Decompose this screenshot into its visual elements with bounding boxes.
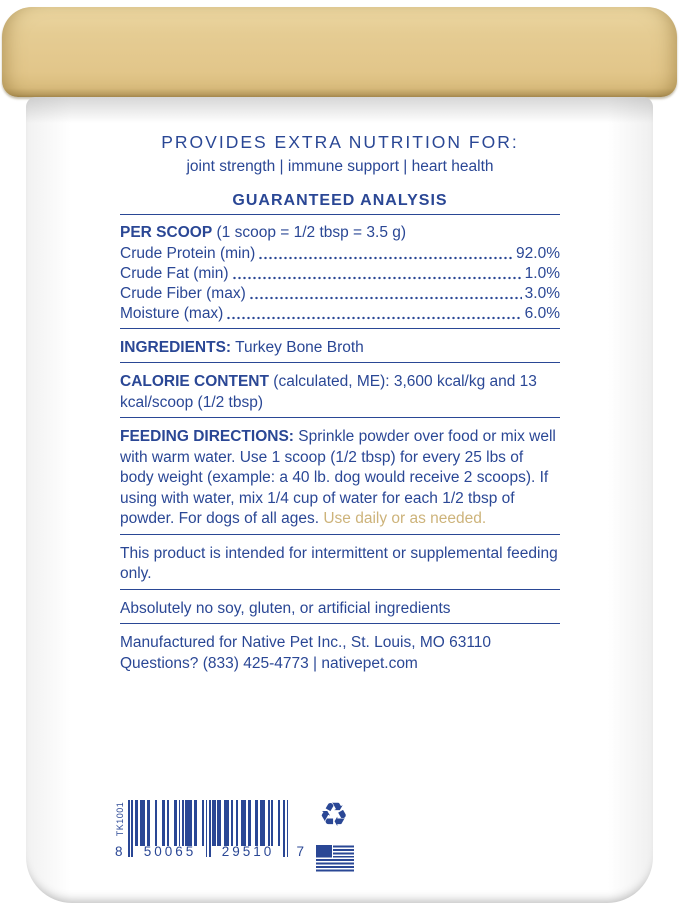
analysis-value: 92.0% — [516, 244, 560, 262]
canister-body: PROVIDES EXTRA NUTRITION FOR: joint stre… — [26, 97, 653, 903]
dot-leader — [231, 263, 522, 284]
barcode-digit-first: 8 — [115, 844, 123, 859]
no-artificial-note: Absolutely no soy, gluten, or artificial… — [120, 599, 451, 617]
calorie-content-line: CALORIE CONTENT (calculated, ME): 3,600 … — [120, 372, 560, 413]
analysis-row: Crude Fiber (max) 3.0% — [120, 283, 560, 304]
benefits-line: joint strength | immune support | heart … — [186, 158, 494, 175]
barcode-digits-right: 29510 — [221, 844, 275, 859]
analysis-row: Moisture (max) 6.0% — [120, 303, 560, 324]
contact-line: Questions? (833) 425-4773 | nativepet.co… — [120, 654, 418, 672]
calorie-value: (calculated, ME): 3,600 kcal/kg and 13 k… — [120, 373, 537, 411]
canister-lid — [2, 7, 677, 97]
divider — [120, 623, 560, 624]
dot-leader — [226, 303, 522, 324]
per-scoop-detail: (1 scoop = 1/2 tbsp = 3.5 g) — [216, 224, 407, 241]
recycle-icon: ♻ — [319, 796, 349, 833]
nutrition-label: PROVIDES EXTRA NUTRITION FOR: joint stre… — [120, 131, 560, 674]
analysis-value: 6.0% — [524, 304, 560, 322]
analysis-label: Crude Protein (min) — [120, 244, 256, 262]
dot-leader — [248, 283, 522, 304]
analysis-label: Crude Fat (min) — [120, 264, 229, 282]
ingredients-value: Turkey Bone Broth — [235, 338, 364, 356]
barcode: TK1001 8 50065 29510 7 — [115, 800, 304, 874]
us-flag-icon — [316, 845, 354, 872]
divider — [120, 214, 560, 215]
divider — [120, 417, 560, 418]
divider — [120, 533, 560, 535]
dot-leader — [258, 243, 514, 264]
analysis-value: 3.0% — [524, 284, 560, 302]
intermittent-feeding-note: This product is intended for intermitten… — [120, 544, 558, 583]
per-scoop-label: PER SCOOP — [120, 224, 213, 241]
divider — [120, 327, 560, 329]
analysis-row: Crude Fat (min) 1.0% — [120, 263, 560, 284]
barcode-bars — [128, 800, 290, 858]
feeding-label: FEEDING DIRECTIONS: — [120, 428, 294, 445]
feeding-body: Sprinkle powder over food or mix well wi… — [120, 428, 556, 527]
analysis-row: Crude Protein (min) 92.0% — [120, 243, 560, 264]
manufacturer-info: Manufactured for Native Pet Inc., St. Lo… — [120, 633, 560, 674]
barcode-digits-left: 50065 — [143, 844, 197, 859]
analysis-label: Moisture (max) — [120, 304, 224, 322]
divider — [120, 588, 560, 590]
analysis-label: Crude Fiber (max) — [120, 284, 246, 302]
barcode-digit-last: 7 — [296, 844, 304, 859]
provides-heading: PROVIDES EXTRA NUTRITION FOR: — [161, 132, 519, 152]
analysis-value: 1.0% — [524, 264, 560, 282]
calorie-label: CALORIE CONTENT — [120, 373, 269, 390]
guaranteed-analysis-heading: GUARANTEED ANALYSIS — [232, 191, 448, 209]
barcode-side-code: TK1001 — [115, 801, 125, 837]
feeding-directions: FEEDING DIRECTIONS: Sprinkle powder over… — [120, 427, 560, 530]
ingredients-line: INGREDIENTS: Turkey Bone Broth — [120, 338, 560, 359]
manufacturer-line: Manufactured for Native Pet Inc., St. Lo… — [120, 634, 492, 651]
divider — [120, 362, 560, 363]
ingredients-label: INGREDIENTS: — [120, 338, 232, 356]
lid-shadow — [26, 97, 653, 123]
per-scoop-line: PER SCOOP (1 scoop = 1/2 tbsp = 3.5 g) — [120, 223, 560, 244]
feeding-highlight: Use daily or as needed. — [319, 510, 487, 527]
